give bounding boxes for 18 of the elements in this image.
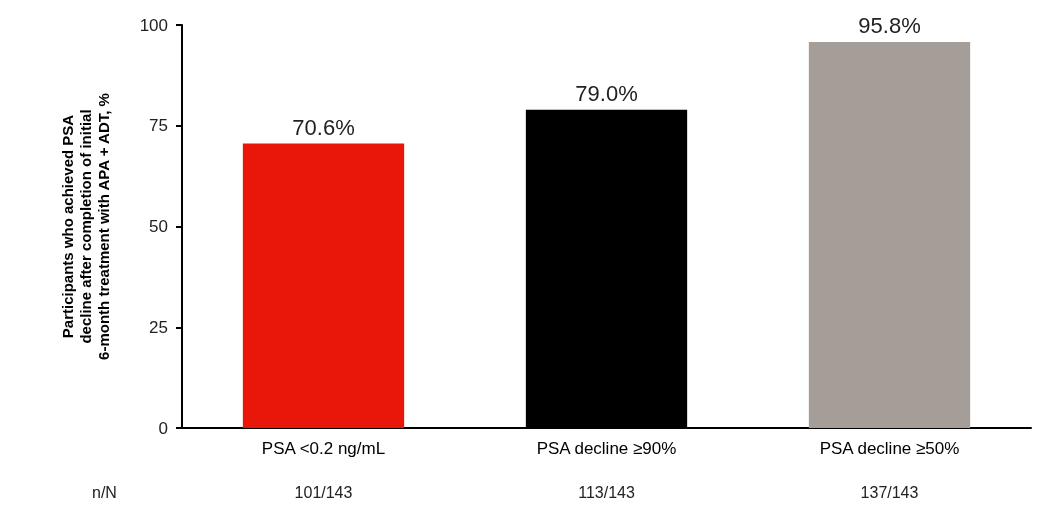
x-tick-label: PSA <0.2 ng/mL xyxy=(261,439,386,458)
y-tick-label: 0 xyxy=(158,418,168,438)
y-axis-title: Participants who achieved PSA decline after completion of initial 6-month treatment with APA + ADT, % xyxy=(58,93,112,360)
text: 137/143 xyxy=(860,483,919,501)
data-label: 79.0% xyxy=(575,81,638,107)
y-tick-label: 100 xyxy=(139,15,168,35)
x-tick-label: PSA decline ≥50% xyxy=(819,439,960,458)
x-tick-label: PSA decline ≥90% xyxy=(536,439,677,458)
bar xyxy=(808,41,971,428)
y-tick-label: 25 xyxy=(149,317,168,337)
text: n/N xyxy=(92,483,117,501)
data-label: 95.8% xyxy=(858,13,921,39)
y-tick-label: 50 xyxy=(149,217,168,236)
text: 113/143 xyxy=(578,483,635,501)
bar xyxy=(242,143,405,428)
y-tick-label: 75 xyxy=(149,116,168,136)
text: 101/143 xyxy=(294,483,353,501)
data-label: 70.6% xyxy=(292,114,355,140)
